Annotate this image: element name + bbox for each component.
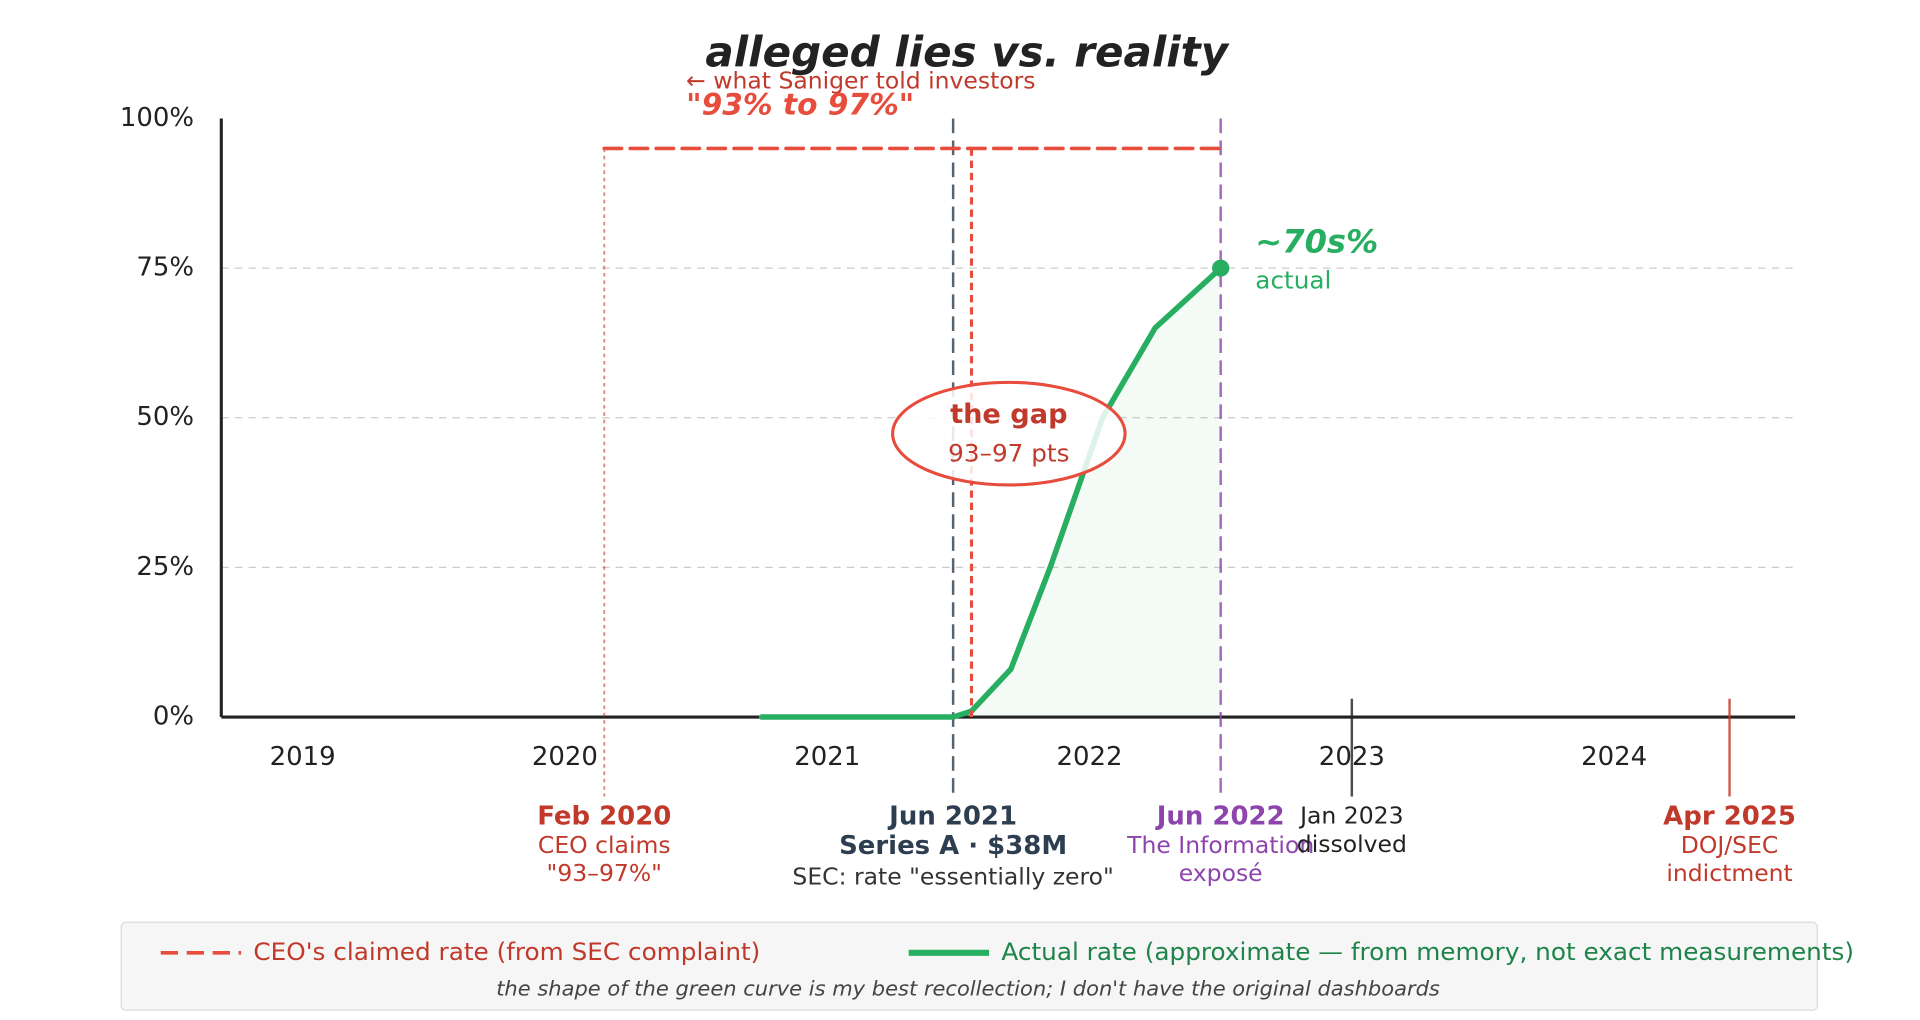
legend-box <box>120 921 1819 1011</box>
y-tick-label: 0% <box>153 702 194 732</box>
event-title: Apr 2025 <box>1663 802 1796 832</box>
chart-title: alleged lies vs. reality <box>705 28 1229 77</box>
event-text: exposé <box>1179 859 1263 887</box>
claim-quote: "93% to 97%" <box>686 88 914 122</box>
x-tick-label: 2022 <box>1057 742 1123 772</box>
y-tick-label: 75% <box>136 253 194 283</box>
area-fill <box>761 268 1221 718</box>
actual-label: ~70s% <box>1255 223 1378 261</box>
gap-title: the gap <box>950 399 1067 430</box>
event-text: dissolved <box>1297 830 1407 858</box>
series-line <box>758 265 1224 720</box>
legend-label: Actual rate (approximate — from memory, … <box>1001 937 1854 966</box>
event-text: The Information <box>1126 831 1314 859</box>
y-tick-label: 25% <box>136 552 194 582</box>
y-tick-label: 100% <box>120 103 194 133</box>
actual-sub: actual <box>1255 266 1331 295</box>
x-tick-label: 2019 <box>270 742 336 772</box>
y-tick-label: 50% <box>136 402 194 432</box>
gap-ellipse <box>891 380 1127 487</box>
event-text: indictment <box>1666 859 1792 887</box>
footnote: the shape of the green curve is my best … <box>496 977 1440 1001</box>
x-tick-label: 2024 <box>1581 742 1647 772</box>
event-text: SEC: rate "essentially zero" <box>792 863 1113 891</box>
event-title: Jun 2021 <box>887 802 1017 832</box>
event-subtitle: Series A · $38M <box>839 831 1067 861</box>
claim-note: ← what Saniger told investors <box>686 66 1035 94</box>
event-text: Jan 2023 <box>1298 802 1403 830</box>
x-tick-label: 2020 <box>532 742 598 772</box>
gap-text: 93–97 pts <box>948 439 1069 468</box>
event-title: Jun 2022 <box>1155 802 1285 832</box>
legend-label: CEO's claimed rate (from SEC complaint) <box>253 937 760 966</box>
endpoint <box>1212 259 1230 277</box>
event-title: Feb 2020 <box>537 802 671 832</box>
event-text: DOJ/SEC <box>1681 831 1779 859</box>
event-text: "93–97%" <box>547 859 662 887</box>
event-text: CEO claims <box>538 831 671 859</box>
x-tick-label: 2021 <box>794 742 860 772</box>
